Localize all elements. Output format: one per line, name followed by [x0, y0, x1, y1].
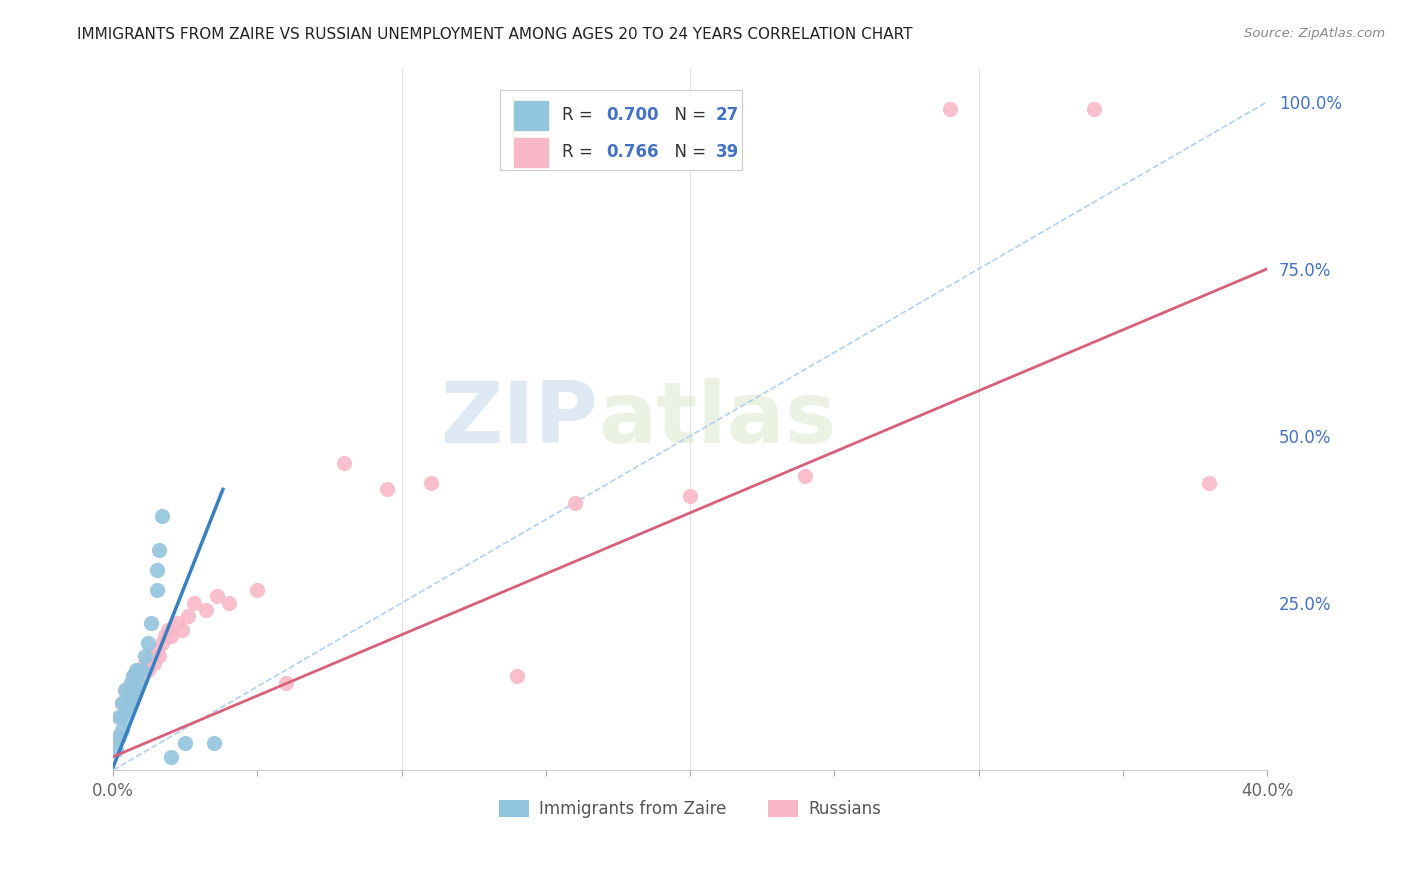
- Point: [1083, 102, 1105, 116]
- Point: [136, 663, 159, 677]
- Point: [194, 602, 217, 616]
- Legend: Immigrants from Zaire, Russians: Immigrants from Zaire, Russians: [492, 793, 887, 825]
- Point: [142, 656, 165, 670]
- Point: [160, 749, 183, 764]
- Point: [938, 102, 960, 116]
- Point: [145, 563, 167, 577]
- Point: [111, 696, 134, 710]
- Point: [166, 615, 188, 630]
- Point: [117, 690, 139, 704]
- Point: [139, 615, 162, 630]
- Point: [333, 456, 356, 470]
- Point: [108, 709, 131, 723]
- Point: [117, 703, 139, 717]
- Point: [111, 723, 134, 737]
- Point: [148, 542, 170, 557]
- Point: [128, 663, 150, 677]
- Point: [183, 596, 205, 610]
- Point: [134, 649, 156, 664]
- Point: [419, 475, 441, 490]
- Point: [125, 663, 148, 677]
- Point: [375, 483, 398, 497]
- Bar: [513, 137, 548, 167]
- Point: [174, 736, 197, 750]
- Point: [122, 669, 145, 683]
- Point: [150, 509, 173, 524]
- Point: [506, 669, 529, 683]
- Point: [131, 669, 153, 683]
- Text: 0.766: 0.766: [606, 144, 658, 161]
- Point: [205, 589, 228, 603]
- Point: [218, 596, 240, 610]
- Point: [153, 629, 176, 643]
- Bar: [513, 101, 548, 130]
- Point: [128, 676, 150, 690]
- Text: 39: 39: [716, 144, 738, 161]
- Point: [276, 676, 298, 690]
- Point: [1198, 475, 1220, 490]
- Text: Source: ZipAtlas.com: Source: ZipAtlas.com: [1244, 27, 1385, 40]
- Point: [114, 682, 136, 697]
- Point: [160, 629, 183, 643]
- Point: [134, 656, 156, 670]
- Point: [114, 709, 136, 723]
- Text: N =: N =: [664, 144, 711, 161]
- Point: [105, 730, 128, 744]
- Point: [202, 736, 225, 750]
- Text: ZIP: ZIP: [440, 377, 598, 461]
- Point: [139, 649, 162, 664]
- Point: [794, 469, 817, 483]
- Point: [108, 730, 131, 744]
- Point: [120, 696, 142, 710]
- Point: [172, 623, 194, 637]
- Point: [125, 682, 148, 697]
- Point: [150, 636, 173, 650]
- Text: 0.700: 0.700: [606, 106, 658, 124]
- Point: [136, 636, 159, 650]
- Point: [564, 496, 586, 510]
- Text: atlas: atlas: [598, 377, 837, 461]
- Text: R =: R =: [562, 106, 598, 124]
- Text: 27: 27: [716, 106, 738, 124]
- Point: [117, 690, 139, 704]
- Point: [114, 682, 136, 697]
- Point: [157, 623, 180, 637]
- Point: [131, 663, 153, 677]
- Point: [122, 690, 145, 704]
- Point: [125, 682, 148, 697]
- Point: [177, 609, 200, 624]
- Point: [108, 709, 131, 723]
- Point: [120, 676, 142, 690]
- FancyBboxPatch shape: [499, 89, 742, 170]
- Text: IMMIGRANTS FROM ZAIRE VS RUSSIAN UNEMPLOYMENT AMONG AGES 20 TO 24 YEARS CORRELAT: IMMIGRANTS FROM ZAIRE VS RUSSIAN UNEMPLO…: [77, 27, 912, 42]
- Point: [122, 669, 145, 683]
- Text: N =: N =: [664, 106, 711, 124]
- Text: R =: R =: [562, 144, 598, 161]
- Point: [145, 582, 167, 597]
- Point: [246, 582, 269, 597]
- Point: [148, 649, 170, 664]
- Point: [679, 489, 702, 503]
- Point: [145, 642, 167, 657]
- Point: [105, 743, 128, 757]
- Point: [120, 676, 142, 690]
- Point: [111, 696, 134, 710]
